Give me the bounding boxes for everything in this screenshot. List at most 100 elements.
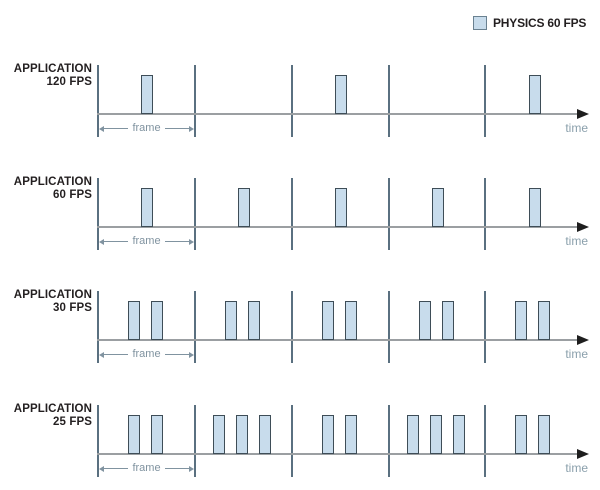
frame-span-line — [104, 468, 129, 469]
frame-span-line — [164, 468, 189, 469]
frame-label: frame — [132, 348, 161, 360]
time-axis-line — [97, 453, 580, 455]
frame-boundary-tick — [291, 291, 293, 363]
frame-boundary-tick — [388, 405, 390, 477]
frame-span-line — [104, 354, 129, 355]
row-label-line2: 120 FPS — [46, 76, 92, 88]
physics-update-pulse — [538, 415, 550, 454]
frame-boundary-tick — [194, 178, 196, 250]
time-axis-label: time — [565, 121, 588, 135]
physics-update-pulse — [419, 301, 431, 340]
legend-label: PHYSICS 60 FPS — [493, 16, 587, 30]
frame-span-line — [164, 354, 189, 355]
physics-update-pulse — [236, 415, 248, 454]
arrow-right-icon — [189, 238, 194, 245]
time-axis-arrowhead-icon — [577, 222, 589, 232]
row-label-line2: 30 FPS — [53, 302, 92, 314]
frame-span-line — [104, 241, 129, 242]
frame-boundary-tick — [194, 65, 196, 137]
physics-update-pulse — [407, 415, 419, 454]
frame-boundary-tick — [484, 291, 486, 363]
time-axis-arrowhead-icon — [577, 449, 589, 459]
frame-label: frame — [132, 122, 161, 134]
row-label: APPLICATION 120 FPS — [0, 63, 92, 89]
row-label-line1: APPLICATION — [13, 403, 92, 415]
physics-update-pulse — [430, 415, 442, 454]
frame-span-line — [104, 128, 129, 129]
row-label-line1: APPLICATION — [13, 176, 92, 188]
arrow-left-icon — [99, 351, 104, 358]
physics-update-pulse — [529, 75, 541, 114]
frame-boundary-tick — [97, 178, 99, 250]
frame-label: frame — [132, 462, 161, 474]
physics-update-pulse — [225, 301, 237, 340]
time-axis-label: time — [565, 347, 588, 361]
physics-update-pulse — [442, 301, 454, 340]
frame-label: frame — [132, 235, 161, 247]
timeline-track — [0, 177, 600, 267]
arrow-right-icon — [189, 465, 194, 472]
physics-update-pulse — [238, 188, 250, 227]
timeline-track — [0, 404, 600, 490]
physics-update-pulse — [213, 415, 225, 454]
timeline-row-60fps: APPLICATION 60 FPS frame time — [0, 176, 600, 267]
timeline-row-30fps: APPLICATION 30 FPS frame time — [0, 289, 600, 380]
arrow-left-icon — [99, 125, 104, 132]
row-label-line1: APPLICATION — [13, 289, 92, 301]
physics-update-pulse — [322, 301, 334, 340]
frame-span-annotation: frame — [99, 348, 194, 361]
physics-update-pulse — [151, 415, 163, 454]
physics-update-pulse — [141, 75, 153, 114]
physics-update-pulse — [141, 188, 153, 227]
physics-update-pulse — [345, 415, 357, 454]
frame-span-annotation: frame — [99, 235, 194, 248]
physics-update-pulse — [335, 188, 347, 227]
row-label: APPLICATION 30 FPS — [0, 289, 92, 315]
physics-update-pulse — [515, 415, 527, 454]
physics-update-pulse — [345, 301, 357, 340]
frame-boundary-tick — [388, 178, 390, 250]
row-label-line1: APPLICATION — [13, 63, 92, 75]
timeline-row-25fps: APPLICATION 25 FPS frame time — [0, 403, 600, 490]
frame-boundary-tick — [291, 65, 293, 137]
time-axis-label: time — [565, 234, 588, 248]
frame-span-annotation: frame — [99, 122, 194, 135]
row-label-line2: 25 FPS — [53, 416, 92, 428]
physics-update-pulse — [432, 188, 444, 227]
time-axis-arrowhead-icon — [577, 109, 589, 119]
frame-boundary-tick — [484, 405, 486, 477]
physics-update-pulse — [538, 301, 550, 340]
row-label: APPLICATION 25 FPS — [0, 403, 92, 429]
row-label-line2: 60 FPS — [53, 189, 92, 201]
arrow-left-icon — [99, 238, 104, 245]
frame-boundary-tick — [97, 65, 99, 137]
time-axis-arrowhead-icon — [577, 335, 589, 345]
timeline-track — [0, 290, 600, 380]
frame-boundary-tick — [388, 291, 390, 363]
legend: PHYSICS 60 FPS — [473, 16, 586, 30]
arrow-right-icon — [189, 125, 194, 132]
frame-span-line — [164, 241, 189, 242]
frame-boundary-tick — [388, 65, 390, 137]
physics-update-pulse — [259, 415, 271, 454]
frame-boundary-tick — [194, 405, 196, 477]
frame-boundary-tick — [194, 291, 196, 363]
timeline-track — [0, 64, 600, 154]
arrow-left-icon — [99, 465, 104, 472]
physics-update-pulse — [453, 415, 465, 454]
frame-boundary-tick — [97, 405, 99, 477]
frame-span-annotation: frame — [99, 462, 194, 475]
time-axis-label: time — [565, 461, 588, 475]
frame-boundary-tick — [97, 291, 99, 363]
arrow-right-icon — [189, 351, 194, 358]
frame-boundary-tick — [484, 178, 486, 250]
row-label: APPLICATION 60 FPS — [0, 176, 92, 202]
physics-update-pulse — [151, 301, 163, 340]
physics-update-pulse — [128, 415, 140, 454]
time-axis-line — [97, 339, 580, 341]
frame-span-line — [164, 128, 189, 129]
frame-boundary-tick — [291, 178, 293, 250]
timeline-row-120fps: APPLICATION 120 FPS frame time — [0, 63, 600, 154]
physics-pulse-swatch-icon — [473, 16, 487, 30]
